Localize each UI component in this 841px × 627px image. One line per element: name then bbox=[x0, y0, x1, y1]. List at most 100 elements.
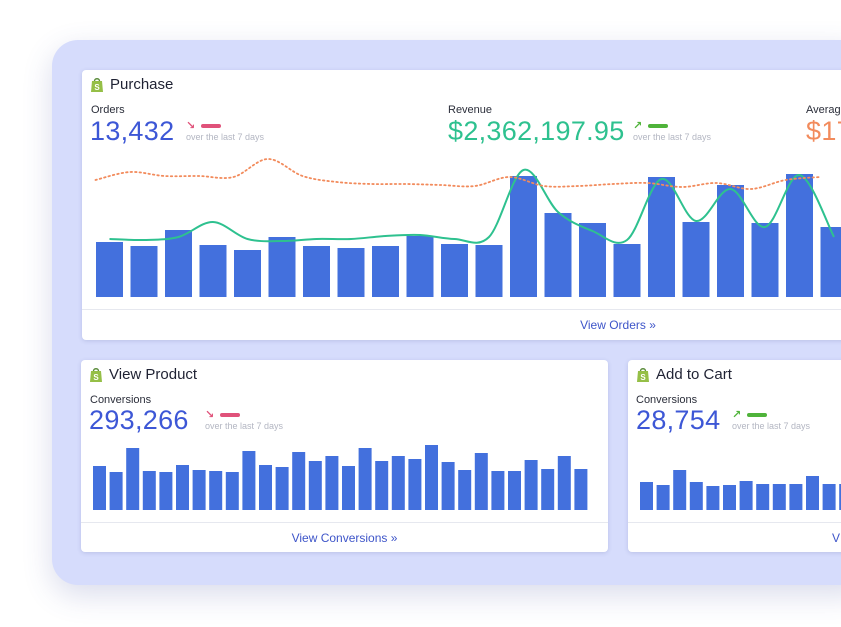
purchase-divider bbox=[82, 309, 841, 310]
average-label: Averag bbox=[806, 104, 841, 116]
view-product-bar bbox=[159, 472, 173, 510]
add-to-cart-bar bbox=[839, 484, 841, 510]
view-product-card: S View Product Conversions 293,266 ↘ ove… bbox=[81, 360, 608, 552]
view-orders-link[interactable]: View Orders » bbox=[580, 318, 656, 332]
view-product-trend: ↘ over the last 7 days bbox=[205, 409, 284, 432]
add-to-cart-trend-caption: over the last 7 days bbox=[732, 421, 811, 431]
purchase-bar bbox=[613, 244, 641, 297]
trend-down-icon: ↘ bbox=[186, 120, 196, 132]
purchase-bar bbox=[820, 227, 841, 297]
view-product-bar bbox=[242, 451, 256, 510]
add-to-cart-bar bbox=[673, 470, 687, 510]
trend-down-pill bbox=[220, 413, 241, 417]
view-product-bar bbox=[142, 471, 156, 510]
trend-down-icon: ↘ bbox=[205, 409, 215, 421]
add-to-cart-card: S Add to Cart Conversions 28,754 ↗ over … bbox=[628, 360, 841, 552]
view-product-bar bbox=[375, 461, 389, 510]
purchase-bar bbox=[441, 244, 468, 297]
trend-down-pill bbox=[201, 124, 222, 128]
average-value: $17 bbox=[806, 116, 841, 146]
purchase-title: Purchase bbox=[110, 76, 174, 93]
view-product-bar bbox=[93, 466, 106, 510]
add-to-cart-bar bbox=[723, 485, 736, 510]
purchase-bar bbox=[786, 174, 813, 297]
purchase-chart bbox=[94, 158, 841, 297]
view-product-bar bbox=[391, 456, 405, 510]
purchase-card: S Purchase Orders 13,432 ↘ over the last… bbox=[82, 70, 841, 340]
orders-label: Orders bbox=[91, 104, 125, 116]
view-product-bar bbox=[292, 452, 306, 510]
revenue-value: $2,362,197.95 bbox=[448, 116, 625, 146]
revenue-label: Revenue bbox=[448, 104, 493, 116]
trend-up-pill bbox=[747, 413, 768, 417]
add-to-cart-trend: ↗ over the last 7 days bbox=[732, 409, 811, 432]
view-product-chart bbox=[93, 445, 588, 510]
purchase-bar bbox=[648, 177, 675, 297]
svg-text:S: S bbox=[94, 83, 100, 92]
add-to-cart-title: Add to Cart bbox=[656, 366, 732, 383]
revenue-line bbox=[109, 168, 835, 244]
view-product-bar bbox=[275, 467, 289, 510]
view-product-conversions-value: 293,266 bbox=[89, 405, 189, 435]
view-product-bar bbox=[259, 465, 272, 510]
add-to-cart-bar bbox=[689, 482, 703, 510]
view-product-bar bbox=[126, 448, 140, 510]
view-product-bar bbox=[192, 470, 206, 510]
trend-up-icon: ↗ bbox=[633, 120, 643, 132]
revenue-trend-caption: over the last 7 days bbox=[633, 132, 712, 142]
average-dotted-line bbox=[94, 158, 821, 190]
view-product-bar bbox=[524, 460, 538, 510]
view-product-bar bbox=[557, 456, 571, 510]
purchase-bar bbox=[130, 246, 158, 297]
add-to-cart-bar bbox=[656, 485, 670, 510]
view-product-bar bbox=[574, 469, 588, 510]
add-to-cart-card-title: S Add to Cart bbox=[636, 366, 732, 383]
purchase-bar bbox=[544, 213, 572, 297]
trend-up-pill bbox=[648, 124, 669, 128]
purchase-bar bbox=[682, 222, 710, 297]
purchase-bar bbox=[303, 246, 330, 297]
orders-value: 13,432 bbox=[90, 116, 175, 146]
view-product-bar bbox=[358, 448, 372, 510]
add-to-cart-conversions-label: Conversions bbox=[636, 394, 698, 406]
view-product-bar bbox=[441, 462, 455, 510]
purchase-bar bbox=[372, 246, 399, 297]
trend-up-icon: ↗ bbox=[732, 409, 742, 421]
purchase-bar bbox=[268, 237, 296, 297]
view-product-bar bbox=[458, 470, 472, 510]
purchase-bar bbox=[510, 176, 537, 297]
svg-text:S: S bbox=[93, 373, 99, 382]
view-product-bar bbox=[308, 461, 322, 510]
view-product-bar bbox=[209, 471, 223, 510]
add-to-cart-footer-link[interactable]: V bbox=[831, 531, 840, 545]
purchase-bar bbox=[337, 248, 365, 297]
view-product-trend-caption: over the last 7 days bbox=[205, 421, 284, 431]
purchase-bar bbox=[475, 245, 503, 297]
purchase-bar bbox=[96, 242, 123, 297]
purchase-bar bbox=[234, 250, 261, 297]
view-product-bar bbox=[109, 472, 123, 510]
svg-text:S: S bbox=[640, 373, 646, 382]
view-product-bar bbox=[508, 471, 521, 510]
view-product-bar bbox=[425, 445, 438, 510]
purchase-bar bbox=[717, 185, 744, 297]
view-product-bar bbox=[176, 465, 189, 510]
view-conversions-link[interactable]: View Conversions » bbox=[291, 531, 398, 545]
view-product-divider bbox=[81, 522, 608, 523]
view-product-bar bbox=[408, 459, 422, 510]
add-to-cart-bar bbox=[739, 481, 753, 510]
orders-trend-caption: over the last 7 days bbox=[186, 132, 265, 142]
add-to-cart-bar bbox=[822, 484, 836, 510]
view-product-bar bbox=[225, 472, 239, 510]
shopify-bag-icon: S bbox=[90, 367, 102, 382]
add-to-cart-bar bbox=[806, 476, 819, 510]
add-to-cart-chart bbox=[640, 470, 841, 510]
orders-trend: ↘ over the last 7 days bbox=[186, 120, 265, 143]
add-to-cart-bar bbox=[772, 484, 786, 510]
view-product-conversions-label: Conversions bbox=[90, 394, 152, 406]
add-to-cart-bar bbox=[756, 484, 770, 510]
view-product-bar bbox=[491, 471, 505, 510]
view-product-card-title: S View Product bbox=[89, 366, 197, 383]
purchase-card-title: S Purchase bbox=[90, 76, 173, 93]
shopify-bag-icon: S bbox=[91, 77, 103, 92]
